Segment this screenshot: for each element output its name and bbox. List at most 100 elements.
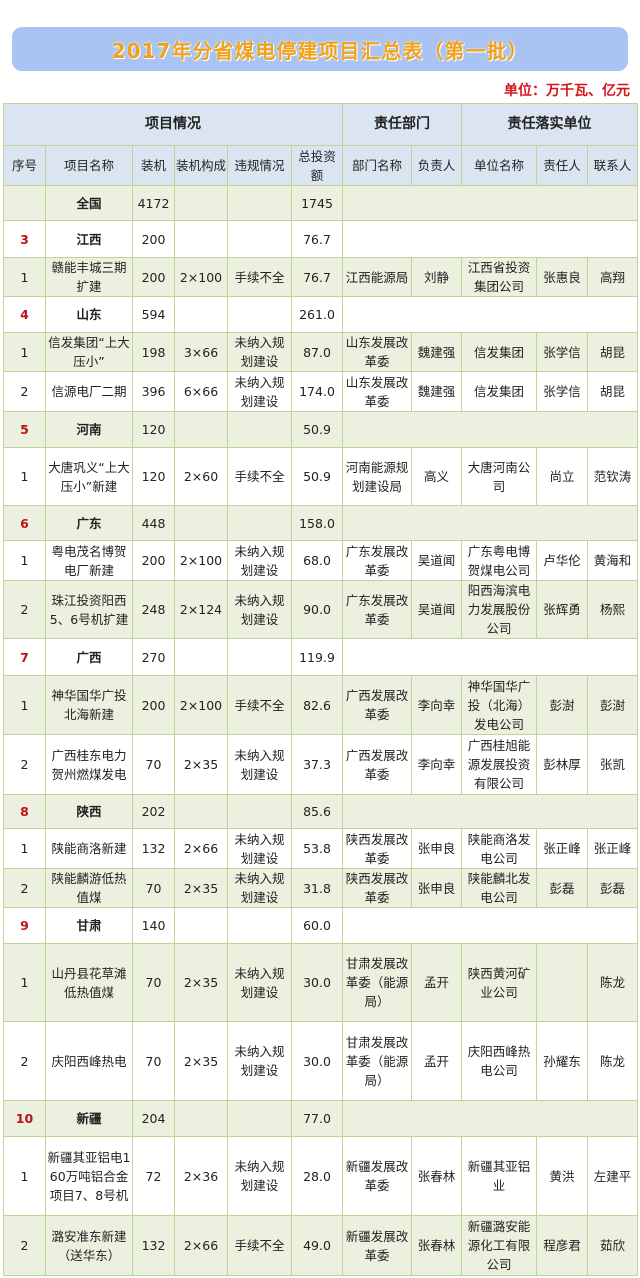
cell-seq: 1 bbox=[3, 540, 46, 581]
table-row: 2 广西桂东电力贺州燃煤发电 70 2×35 未纳入规划建设 37.3 广西发展改革委 李向幸… bbox=[3, 734, 639, 795]
cell-capacity: 70 bbox=[132, 943, 175, 1022]
cell-capacity: 594 bbox=[132, 296, 175, 333]
cell-seq: 3 bbox=[3, 220, 46, 258]
column-header-capacity: 装机 bbox=[132, 145, 175, 186]
cell-responsible: 黄洪 bbox=[536, 1136, 589, 1216]
cell-responsible: 彭澍 bbox=[536, 675, 589, 735]
cell-project-name: 珠江投资阳西5、6号机扩建 bbox=[45, 580, 133, 639]
cell-seq: 2 bbox=[3, 1021, 46, 1101]
cell-responsible: 张惠良 bbox=[536, 257, 589, 297]
column-header-dept-head: 负责人 bbox=[411, 145, 463, 186]
cell-investment: 174.0 bbox=[290, 371, 344, 412]
cell-dept-head: 李向幸 bbox=[411, 675, 463, 735]
unit-note: 单位：万千瓦、亿元 bbox=[504, 83, 630, 99]
cell-config bbox=[174, 505, 228, 541]
province-row: 3 江西 200 76.7 bbox=[3, 220, 639, 258]
cell-investment: 49.0 bbox=[290, 1215, 344, 1276]
cell-config: 6×66 bbox=[174, 371, 228, 412]
cell-responsible: 张正峰 bbox=[536, 828, 589, 869]
cell-capacity: 200 bbox=[132, 540, 175, 581]
cell-seq: 9 bbox=[3, 907, 46, 944]
group-header-unit: 责任落实单位 bbox=[461, 103, 639, 146]
cell-seq: 1 bbox=[3, 447, 46, 506]
cell-violation bbox=[227, 185, 292, 221]
cell-project-name: 新疆其亚铝电160万吨铝合金项目7、8号机 bbox=[45, 1136, 133, 1216]
cell-violation bbox=[227, 907, 292, 944]
table-row: 1 陕能商洛新建 132 2×66 未纳入规划建设 53.8 陕西发展改革委 张申良 陕能商洛发… bbox=[3, 828, 639, 869]
cell-seq: 1 bbox=[3, 257, 46, 297]
cell-violation: 手续不全 bbox=[227, 257, 292, 297]
cell-responsible: 张辉勇 bbox=[536, 580, 589, 639]
cell-unit-name: 神华国华广投（北海）发电公司 bbox=[461, 675, 538, 735]
cell-config: 2×124 bbox=[174, 580, 228, 639]
cell-unit-name: 大唐河南公司 bbox=[461, 447, 538, 506]
cell-investment: 85.6 bbox=[290, 794, 344, 829]
province-row: 5 河南 120 50.9 bbox=[3, 411, 639, 448]
cell-dept-name: 新疆发展改革委 bbox=[342, 1215, 413, 1276]
cell-dept-head: 孟开 bbox=[411, 1021, 463, 1101]
cell-capacity: 132 bbox=[132, 828, 175, 869]
cell-investment: 68.0 bbox=[290, 540, 344, 581]
cell-capacity: 448 bbox=[132, 505, 175, 541]
summary-table: 项目情况 责任部门 责任落实单位 序号 项目名称 装机 装机构成 违规情况 总投资额 部门名… bbox=[2, 103, 639, 1276]
cell-unit-name: 陕西黄河矿业公司 bbox=[461, 943, 538, 1022]
cell-seq: 5 bbox=[3, 411, 46, 448]
column-header-row: 序号 项目名称 装机 装机构成 违规情况 总投资额 部门名称 负责人 单位名称 责任人 联系人 bbox=[3, 145, 639, 186]
cell-capacity: 4172 bbox=[132, 185, 175, 221]
column-header-violation: 违规情况 bbox=[227, 145, 292, 186]
cell-capacity: 140 bbox=[132, 907, 175, 944]
cell-investment: 60.0 bbox=[290, 907, 344, 944]
cell-unit-name: 陕能商洛发电公司 bbox=[461, 828, 538, 869]
table-row: 1 大唐巩义“上大压小”新建 120 2×60 手续不全 50.9 河南能源规划建设局 高义大… bbox=[3, 447, 639, 506]
cell-contact: 陈龙 bbox=[587, 1021, 639, 1101]
cell-capacity: 70 bbox=[132, 734, 175, 795]
cell-responsible bbox=[536, 943, 589, 1022]
cell-capacity: 270 bbox=[132, 638, 175, 676]
cell-project-name: 广东 bbox=[45, 505, 133, 541]
cell-dept-head: 高义 bbox=[411, 447, 463, 506]
cell-project-name: 潞安准东新建（送华东） bbox=[45, 1215, 133, 1276]
cell-investment: 30.0 bbox=[290, 1021, 344, 1101]
cell-investment: 76.7 bbox=[290, 257, 344, 297]
cell-violation: 手续不全 bbox=[227, 447, 292, 506]
table-row: 2 庆阳西峰热电 70 2×35 未纳入规划建设 30.0 甘肃发展改革委（能源局） 孟开 庆阳… bbox=[3, 1021, 639, 1101]
cell-contact: 胡昆 bbox=[587, 332, 639, 372]
cell-responsible: 张学信 bbox=[536, 332, 589, 372]
cell-violation bbox=[227, 638, 292, 676]
table-row: 1 神华国华广投北海新建 200 2×100 手续不全 82.6 广西发展改革委 李向幸 神华国… bbox=[3, 675, 639, 735]
cell-violation bbox=[227, 296, 292, 333]
column-header-seq: 序号 bbox=[3, 145, 46, 186]
column-header-investment: 总投资额 bbox=[290, 145, 344, 186]
page-title: 2017年分省煤电停建项目汇总表（第一批） bbox=[111, 38, 529, 63]
cell-capacity: 70 bbox=[132, 1021, 175, 1101]
cell-violation: 未纳入规划建设 bbox=[227, 1136, 292, 1216]
cell-dept-name: 山东发展改革委 bbox=[342, 371, 413, 412]
cell-capacity: 132 bbox=[132, 1215, 175, 1276]
cell-config: 2×100 bbox=[174, 675, 228, 735]
cell-project-name: 陕能商洛新建 bbox=[45, 828, 133, 869]
cell-dept-name: 广东发展改革委 bbox=[342, 540, 413, 581]
cell-violation: 未纳入规划建设 bbox=[227, 540, 292, 581]
cell-seq: 7 bbox=[3, 638, 46, 676]
cell-investment: 30.0 bbox=[290, 943, 344, 1022]
cell-project-name: 信源电厂二期 bbox=[45, 371, 133, 412]
cell-responsible: 孙耀东 bbox=[536, 1021, 589, 1101]
cell-investment: 53.8 bbox=[290, 828, 344, 869]
cell-config bbox=[174, 296, 228, 333]
cell-violation: 未纳入规划建设 bbox=[227, 943, 292, 1022]
cell-seq: 2 bbox=[3, 1215, 46, 1276]
cell-config bbox=[174, 1100, 228, 1137]
cell-seq: 1 bbox=[3, 675, 46, 735]
cell-unit-name: 阳西海滨电力发展股份公司 bbox=[461, 580, 538, 639]
cell-dept-name: 陕西发展改革委 bbox=[342, 868, 413, 908]
table-row: 2 珠江投资阳西5、6号机扩建 248 2×124 未纳入规划建设 90.0 广东发展改革委… bbox=[3, 580, 639, 639]
cell-unit-name: 信发集团 bbox=[461, 371, 538, 412]
cell-unit-name: 广西桂旭能源发展投资有限公司 bbox=[461, 734, 538, 795]
cell-dept-head: 刘静 bbox=[411, 257, 463, 297]
column-header-unit-name: 单位名称 bbox=[461, 145, 538, 186]
province-row: 8 陕西 202 85.6 bbox=[3, 794, 639, 829]
cell-violation: 手续不全 bbox=[227, 675, 292, 735]
cell-investment: 158.0 bbox=[290, 505, 344, 541]
province-row: 10 新疆 204 77.0 bbox=[3, 1100, 639, 1137]
cell-unit-name: 信发集团 bbox=[461, 332, 538, 372]
